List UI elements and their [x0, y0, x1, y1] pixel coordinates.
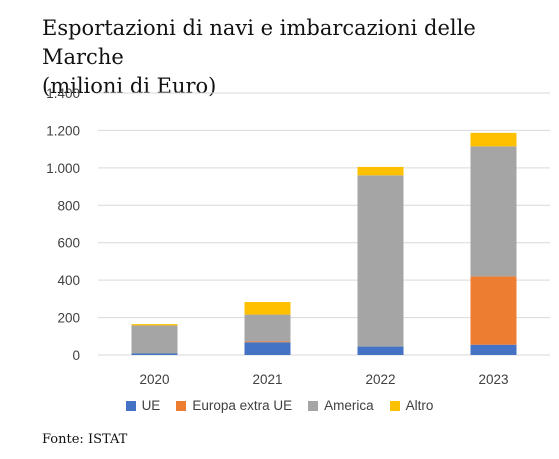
x-category-label: 2023: [478, 372, 508, 387]
legend-swatch: [308, 400, 319, 411]
bar-segment: [470, 132, 517, 147]
y-tick-label: 800: [57, 198, 80, 213]
bar-segment: [357, 175, 404, 347]
legend-swatch: [125, 400, 136, 411]
bar-segment: [244, 314, 291, 342]
x-category-label: 2021: [252, 372, 282, 387]
bar-segment: [357, 346, 404, 355]
bar-segment: [244, 341, 291, 343]
chart-title-line-2: (milioni di Euro): [42, 74, 217, 98]
bar-segment: [470, 276, 517, 345]
y-tick-label: 1.000: [46, 161, 80, 176]
legend-item: UE: [125, 398, 161, 413]
legend-label: UE: [141, 398, 161, 413]
chart-title: Esportazioni di navi e imbarcazioni dell…: [42, 14, 542, 101]
y-tick-label: 400: [57, 273, 80, 288]
y-tick-label: 200: [57, 311, 80, 326]
legend-label: Altro: [405, 398, 434, 413]
y-tick-label: 1.200: [46, 123, 80, 138]
y-tick-label: 600: [57, 236, 80, 251]
legend-item: America: [308, 398, 374, 413]
legend-swatch: [176, 400, 187, 411]
bar-segment: [244, 342, 291, 355]
bar-segment: [357, 166, 404, 176]
bar-segment: [244, 302, 291, 315]
bar-segment: [131, 325, 178, 354]
legend-label: America: [324, 398, 374, 413]
bar-segment: [470, 344, 517, 355]
y-tick-label: 0: [72, 348, 80, 363]
y-tick-label: 1.400: [46, 86, 80, 101]
x-category-label: 2020: [139, 372, 169, 387]
legend-item: Europa extra UE: [176, 398, 292, 413]
bar-segment: [131, 324, 178, 326]
bar-segment: [131, 353, 178, 355]
stacked-bar-chart: 0 200 400 600 800 1.000 1.200 1.400 2020 2021 2022…: [46, 86, 550, 387]
legend-item: Altro: [389, 398, 434, 413]
chart-legend: UE Europa extra UE America Altro: [0, 398, 559, 414]
x-category-label: 2022: [365, 372, 395, 387]
legend-label: Europa extra UE: [192, 398, 293, 413]
source-note: Fonte: ISTAT: [42, 432, 128, 447]
legend-swatch: [389, 400, 400, 411]
bar-segment: [470, 146, 517, 277]
chart-title-line-1: Esportazioni di navi e imbarcazioni dell…: [42, 16, 476, 69]
